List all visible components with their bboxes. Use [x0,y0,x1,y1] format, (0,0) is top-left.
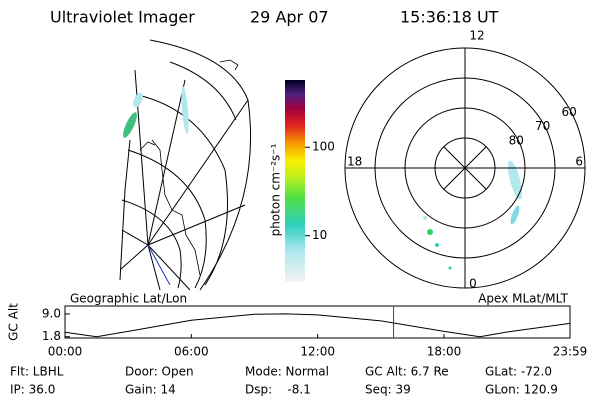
geo-map [119,39,252,291]
status-field: Gain: 14 [125,383,176,397]
x-tick-label: 00:00 [48,345,83,359]
polar-blobs [423,160,523,270]
colorbar-tick-label: 100 [312,140,335,154]
x-tick-label: 18:00 [427,345,462,359]
mlt-label: 18 [347,155,362,169]
colorbar [285,80,305,282]
status-field: GLat: -72.0 [485,365,552,379]
lat-ring [404,107,526,229]
x-tick-label: 12:00 [300,345,335,359]
status-field: Mode: Normal [245,365,329,379]
status-field: GLon: 120.9 [485,383,558,397]
lat-ring-label: 60 [562,105,577,119]
lat-ring-label: 70 [535,119,550,133]
x-tick-label: 06:00 [174,345,209,359]
status-field: Door: Open [125,365,194,379]
colorbar-label: photon cm⁻²s⁻¹ [269,143,283,236]
status-field: Dsp: -8.1 [245,383,311,397]
status-field: Seq: 39 [365,383,411,397]
orbit-frame [64,305,571,339]
colorbar-tick-label: 10 [312,228,327,242]
x-tick-label: 23:59 [553,345,588,359]
orbit-ylabel: GC Alt [7,303,21,341]
lat-ring-label: 80 [509,133,524,147]
time: 15:36:18 UT [400,8,499,27]
polar-axis [443,146,487,190]
status-field: Flt: LBHL [10,365,64,379]
lat-ring [434,137,496,199]
orbit-left-title: Geographic Lat/Lon [70,292,187,306]
orbit-right-title: Apex MLat/MLT [478,292,568,306]
mlt-label: 12 [469,29,484,43]
lat-ring [374,77,556,259]
y-tick-label: 1.8 [42,329,61,343]
status-field: GC Alt: 6.7 Re [365,365,449,379]
mlt-label: 0 [469,277,477,291]
altitude-line [64,313,571,338]
title: Ultraviolet Imager [50,8,195,27]
y-tick-label: 9.0 [42,306,61,320]
status-field: IP: 36.0 [10,383,55,397]
date: 29 Apr 07 [250,8,329,27]
mlt-label: 6 [575,155,583,169]
